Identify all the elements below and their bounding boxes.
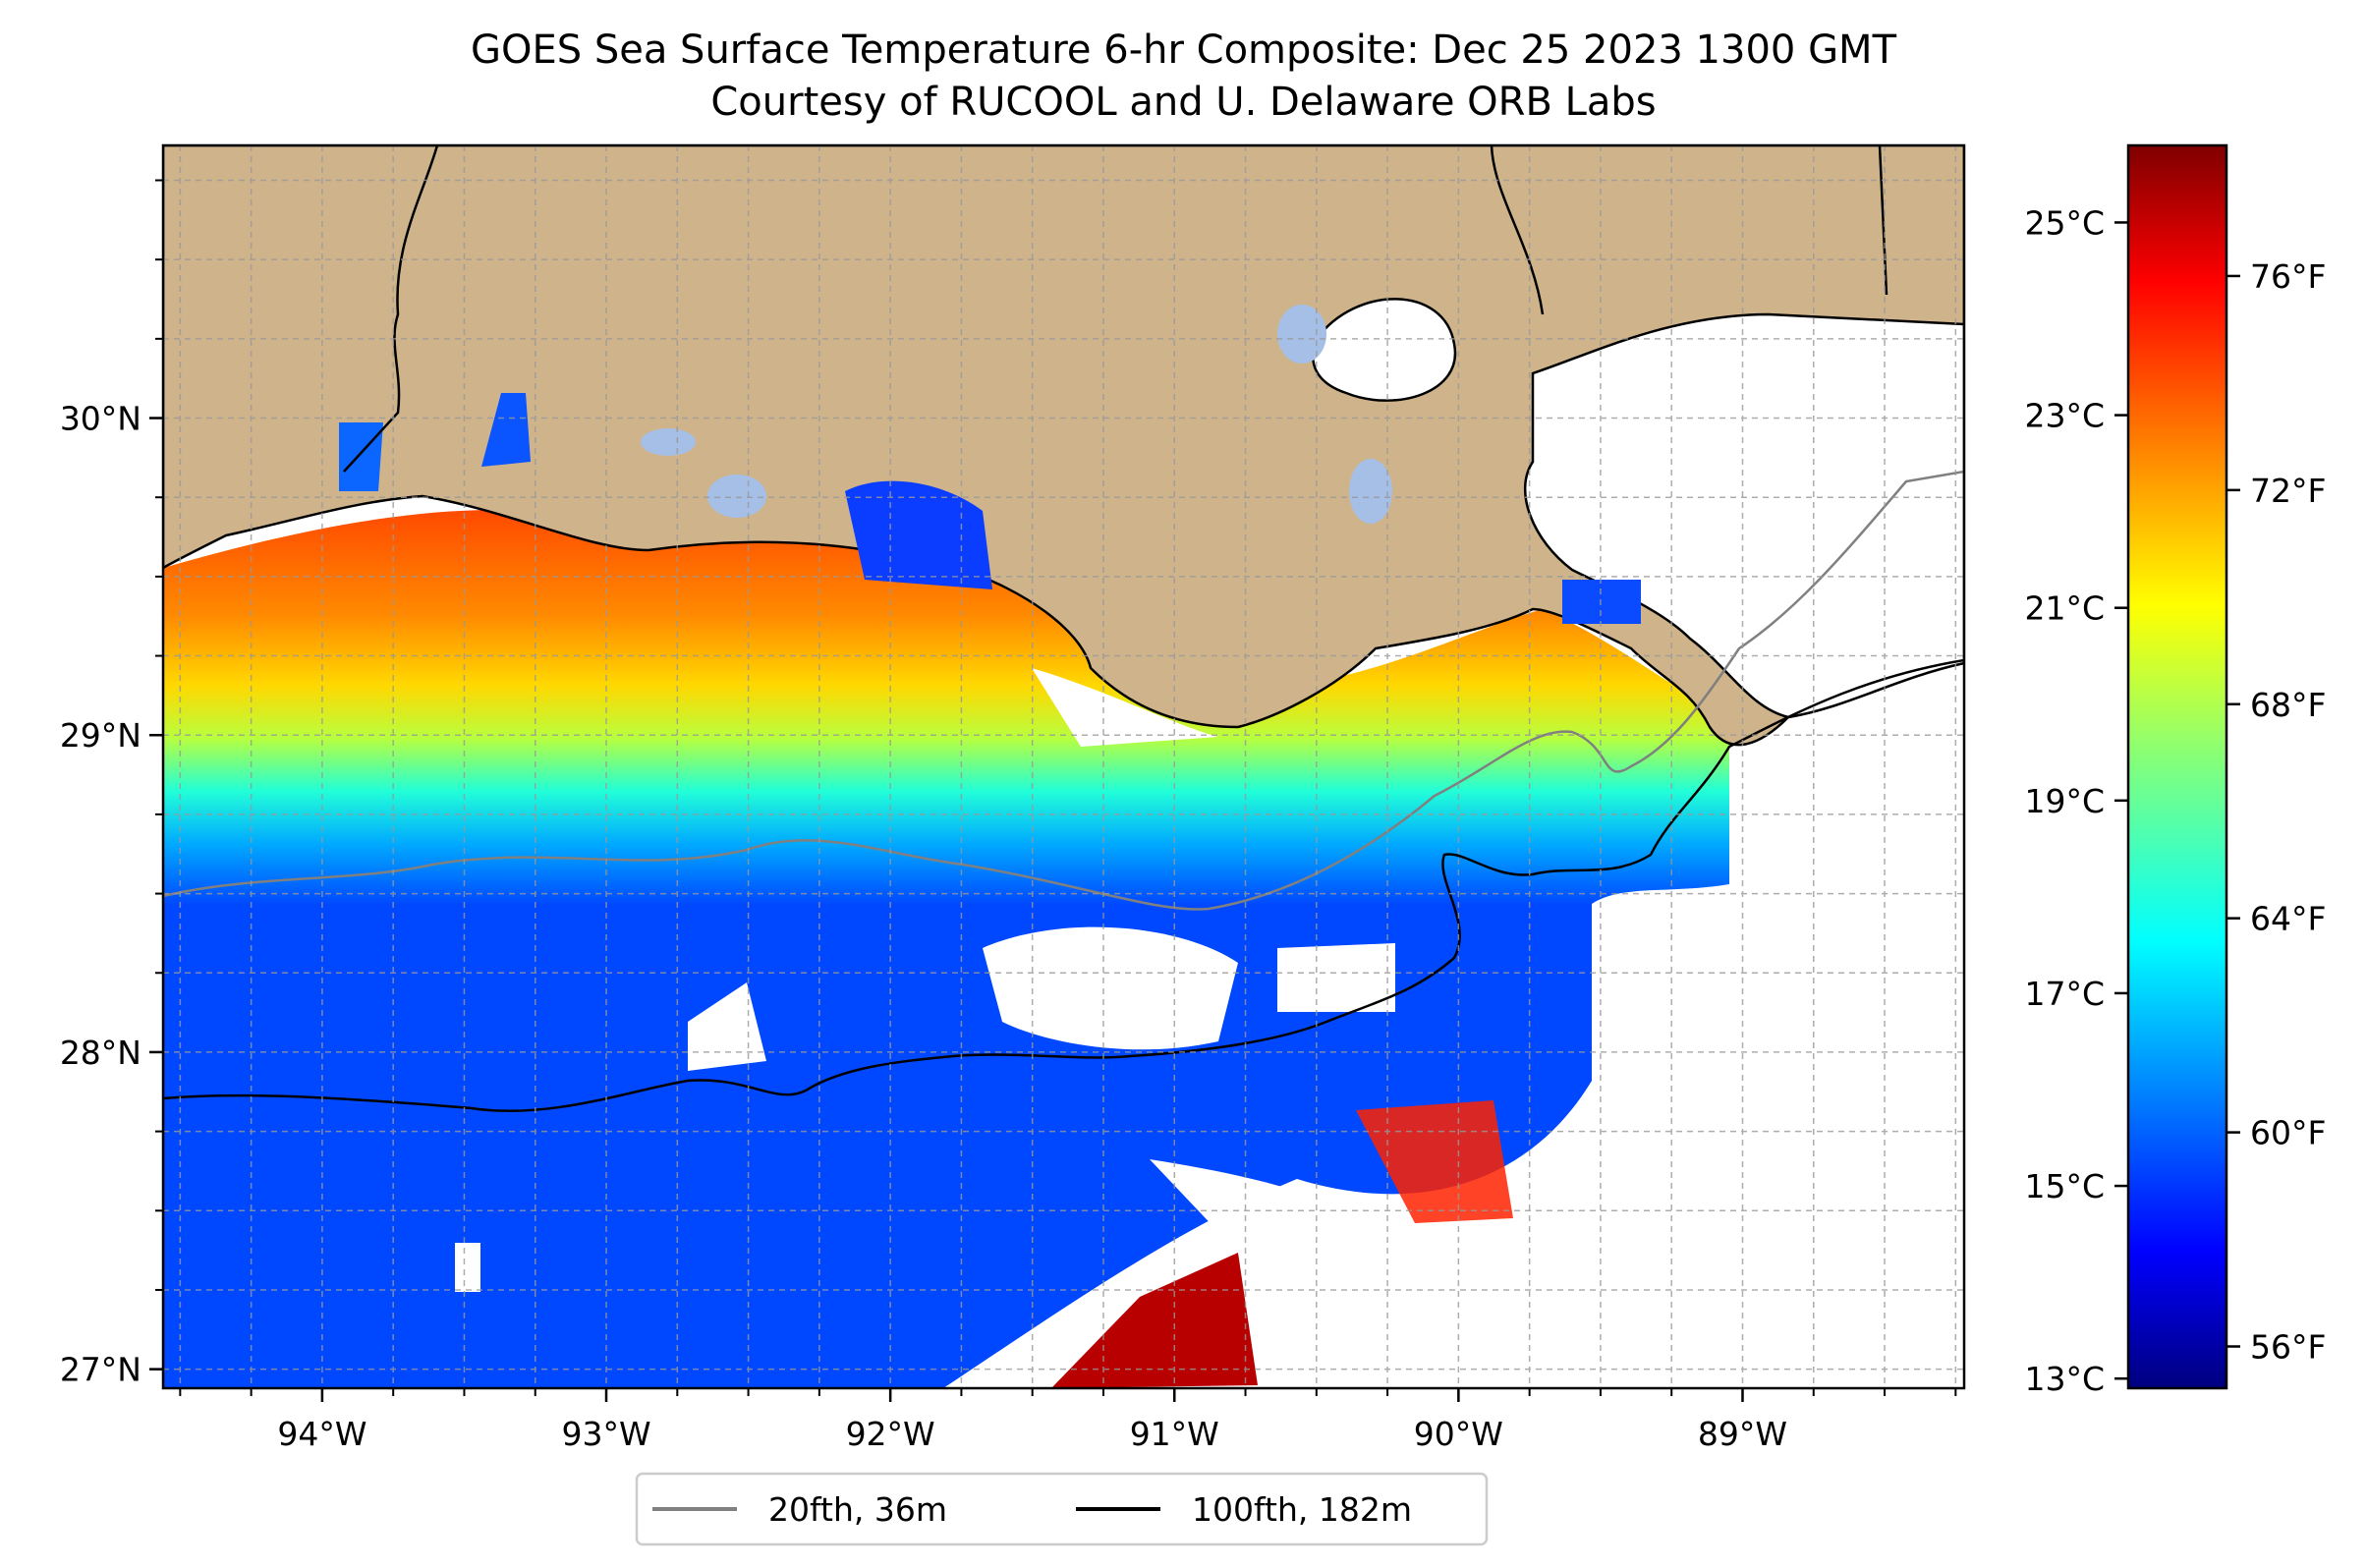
colorbar <box>2126 143 2228 1390</box>
cloud-gap <box>455 1243 480 1292</box>
celsius-tick-label: 25°C <box>2024 203 2105 242</box>
legend-label-20fth: 20fth, 36m <box>768 1490 947 1529</box>
land-mass <box>163 145 1964 747</box>
lake <box>1349 459 1392 524</box>
fahrenheit-tick-label: 56°F <box>2250 1328 2326 1367</box>
state-border <box>1490 145 1545 315</box>
celsius-tick-label: 21°C <box>2024 589 2105 628</box>
lon-tick-label: 89°W <box>1698 1415 1787 1453</box>
delta-water <box>1523 312 1964 719</box>
lat-tick-label: 27°N <box>60 1351 141 1389</box>
lon-tick-label: 92°W <box>846 1415 935 1453</box>
legend-label-100fth: 100fth, 182m <box>1192 1490 1412 1529</box>
lake <box>1277 305 1326 364</box>
sst-warm-patch <box>1051 1253 1258 1388</box>
lon-tick-label: 91°W <box>1130 1415 1219 1453</box>
cloud-gap <box>1277 943 1395 1012</box>
lat-tick-label: 30°N <box>60 400 141 438</box>
legend-box <box>635 1472 1489 1546</box>
bay-sst <box>339 422 383 491</box>
bay-sst <box>481 393 531 467</box>
gridlines <box>163 145 1964 1388</box>
colorbar-ticks: 25°C 23°C 21°C 19°C 17°C 15°C 13°C 76°F 72°F 68°F… <box>2024 203 2326 1398</box>
lake <box>707 475 766 518</box>
lat-tick-label: 29°N <box>60 716 141 755</box>
lon-tick-label: 93°W <box>561 1415 650 1453</box>
fahrenheit-tick-label: 72°F <box>2250 472 2326 510</box>
map-axis-ticks: 30°N 29°N 28°N 27°N 94°W 93°W 92°W 91°W 90°W 89°W <box>60 179 1957 1453</box>
isobath-20fth <box>163 470 1964 911</box>
lon-tick-label: 90°W <box>1414 1415 1503 1453</box>
celsius-tick-label: 17°C <box>2024 975 2105 1013</box>
isobath-100fth <box>163 658 1964 1112</box>
chart-subtitle: Courtesy of RUCOOL and U. Delaware ORB L… <box>710 80 1657 125</box>
celsius-tick-label: 13°C <box>2024 1360 2105 1398</box>
bay-sst <box>1562 580 1641 624</box>
fahrenheit-tick-label: 76°F <box>2250 257 2326 296</box>
cloud-gap <box>688 982 766 1071</box>
state-border <box>343 145 439 473</box>
lat-tick-label: 28°N <box>60 1034 141 1072</box>
state-border <box>1878 145 1888 296</box>
chart-title: GOES Sea Surface Temperature 6-hr Compos… <box>470 28 1897 73</box>
map-area <box>163 145 1964 1388</box>
map-frame <box>161 143 1966 1390</box>
celsius-tick-label: 23°C <box>2024 397 2105 435</box>
fahrenheit-tick-label: 64°F <box>2250 900 2326 938</box>
cloud-gap <box>1150 1159 1425 1388</box>
fahrenheit-tick-label: 68°F <box>2250 686 2326 724</box>
sst-field <box>163 509 1729 1388</box>
celsius-tick-label: 19°C <box>2024 782 2105 820</box>
legend: 20fth, 36m 100fth, 182m <box>635 1472 1489 1546</box>
celsius-tick-label: 15°C <box>2024 1167 2105 1205</box>
lake <box>641 428 696 456</box>
bay-sst <box>845 480 992 589</box>
cloud-gap <box>1032 668 1218 747</box>
lake-pontchartrain <box>1312 298 1457 402</box>
lon-tick-label: 94°W <box>277 1415 366 1453</box>
fahrenheit-tick-label: 60°F <box>2250 1114 2326 1152</box>
